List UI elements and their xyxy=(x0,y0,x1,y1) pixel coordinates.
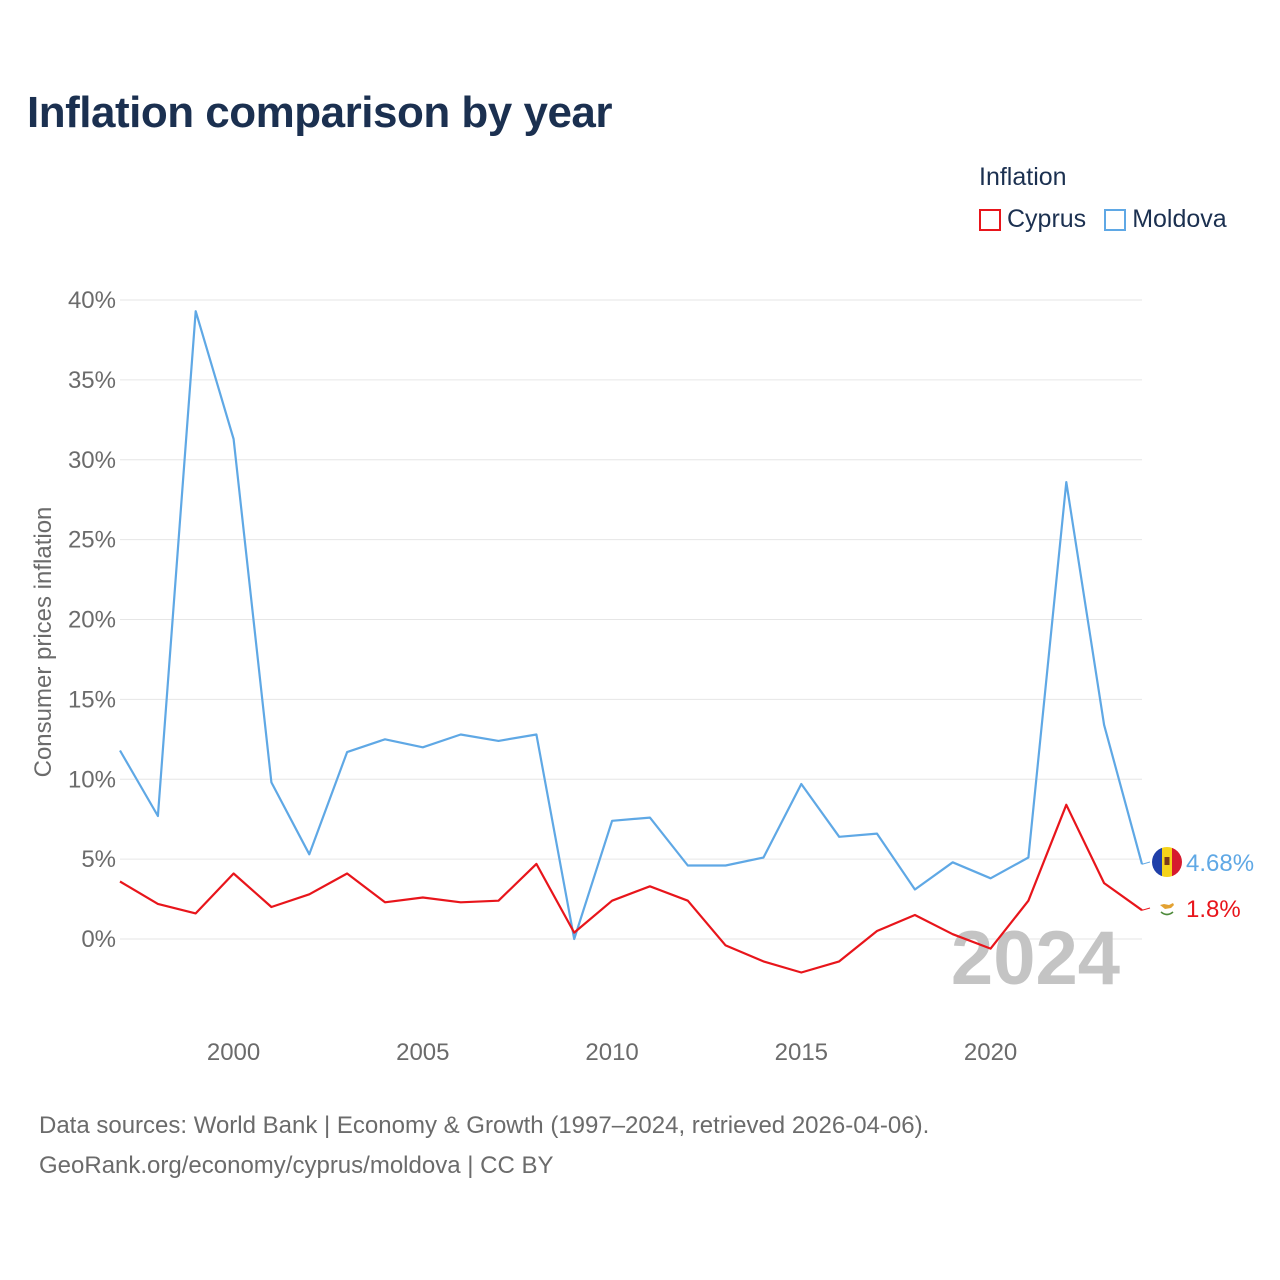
legend-label-moldova: Moldova xyxy=(1132,205,1227,233)
x-tick-label: 2020 xyxy=(964,1039,1017,1066)
y-tick-label: 40% xyxy=(68,287,116,314)
y-tick-label: 30% xyxy=(68,447,116,474)
moldova-flag-icon xyxy=(1152,847,1182,877)
x-tick-label: 2010 xyxy=(585,1039,638,1066)
end-value-label-cyprus: 1.8% xyxy=(1186,896,1241,923)
y-axis-label: Consumer prices inflation xyxy=(30,507,57,778)
x-tick-label: 2000 xyxy=(207,1039,260,1066)
x-tick-label: 2015 xyxy=(775,1039,828,1066)
sources-line-1: Data sources: World Bank | Economy & Gro… xyxy=(39,1112,930,1139)
legend-swatch-cyprus xyxy=(979,208,1001,231)
legend-swatch-moldova xyxy=(1104,208,1127,231)
cyprus-flag-icon xyxy=(1153,894,1181,922)
series-lines xyxy=(119,310,1144,974)
y-tick-label: 5% xyxy=(81,846,116,873)
y-axis-ticks: 0% 5% 10% 15% 20% 25% 30% 35% 40% xyxy=(68,287,116,953)
end-value-label-moldova: 4.68% xyxy=(1186,850,1254,877)
legend-label-cyprus: Cyprus xyxy=(1007,205,1087,233)
gridlines xyxy=(120,299,1142,940)
y-tick-label: 35% xyxy=(68,367,116,394)
series-line-cyprus[interactable] xyxy=(119,803,1143,974)
y-tick-label: 0% xyxy=(81,926,116,953)
y-tick-label: 15% xyxy=(68,686,116,713)
y-tick-label: 20% xyxy=(68,607,116,634)
data-sources: Data sources: World Bank | Economy & Gro… xyxy=(39,1106,929,1186)
end-connector-cyprus xyxy=(1141,907,1151,911)
legend-item-cyprus[interactable]: Cyprus xyxy=(979,205,1086,234)
legend-item-moldova[interactable]: Moldova xyxy=(1104,205,1227,234)
year-watermark: 2024 xyxy=(951,916,1120,1001)
legend-title: Inflation xyxy=(979,163,1067,191)
line-chart: 0%5%10%15%20%25%30%35%40% 2000 2005 2010 20… xyxy=(30,287,1254,1066)
end-connector-moldova xyxy=(1141,861,1151,865)
legend: Cyprus Moldova xyxy=(979,205,1227,234)
x-axis-ticks: 2000 2005 2010 2015 2020 xyxy=(207,1039,1017,1066)
series-end-labels: 4.68% 1.8% xyxy=(1141,847,1254,923)
y-tick-label: 25% xyxy=(68,527,116,554)
chart-title: Inflation comparison by year xyxy=(27,88,613,137)
sources-line-2: GeoRank.org/economy/cyprus/moldova | CC … xyxy=(39,1152,554,1179)
series-line-moldova[interactable] xyxy=(119,310,1144,941)
x-tick-label: 2005 xyxy=(396,1039,449,1066)
y-tick-label: 10% xyxy=(68,766,116,793)
